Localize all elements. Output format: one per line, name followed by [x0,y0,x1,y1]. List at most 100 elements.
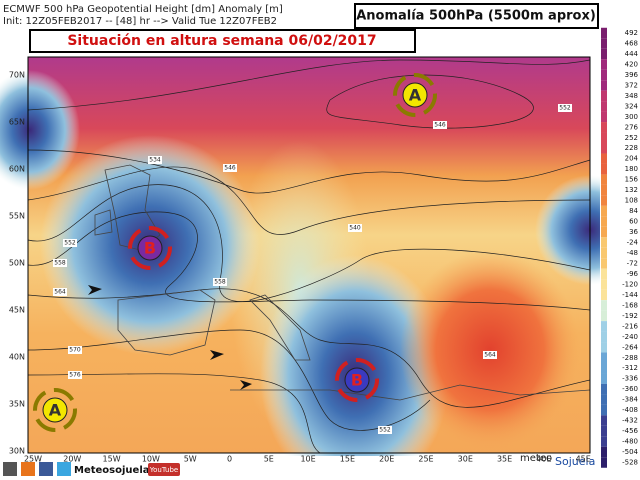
colorbar-swatch [601,331,607,343]
contour-label: 552 [559,105,571,112]
brand: Meteosojuela [74,465,150,476]
colorbar-swatch [601,143,607,154]
colorbar-swatch [601,237,607,248]
colorbar-swatch [601,111,607,123]
colorbar-swatch [601,457,607,468]
colorbar-label: -216 [622,322,638,330]
colorbar-label: 156 [625,176,639,184]
center-disc [42,397,68,423]
colorbar-swatch [601,446,607,458]
colorbar-swatch [601,279,607,290]
anomaly-area [0,70,80,190]
lat-label: 45N [9,306,25,315]
colorbar-label: -264 [622,343,638,351]
header-line: Init: 12Z05FEB2017 -- [48] hr --> Valid … [3,16,277,27]
colorbar-swatch [601,425,607,437]
contour-label: 570 [69,347,81,354]
colorbar-swatch [601,27,607,39]
colorbar-swatch [601,415,607,426]
colorbar-label: -504 [622,448,638,456]
colorbar-swatch [601,247,607,259]
header-line: ECMWF 500 hPa Geopotential Height [dm] A… [3,4,283,15]
colorbar-label: 108 [625,197,638,205]
colorbar-label: -408 [622,406,638,414]
colorbar-label: -192 [622,312,638,320]
contour-label: 546 [434,122,446,129]
colorbar-label: 252 [625,134,638,142]
youtube-label[interactable]: YouTube [149,466,178,474]
colorbar-label: 492 [625,29,638,37]
lat-label: 65N [9,118,25,127]
lon-label: 35E [497,455,512,464]
contour-label: 534 [149,157,161,164]
colorbar-swatch [601,174,607,185]
footer-bg [0,456,600,480]
contour-label-bg [68,346,82,354]
colorbar-swatch [601,352,607,363]
contour-label: 540 [349,225,361,232]
contour-label-bg [378,426,392,434]
colorbar-swatch [601,101,607,112]
contour-label: 576 [69,372,81,379]
contour-label: 564 [54,289,66,296]
lon-label: 15W [103,455,121,464]
colorbar-swatch [601,310,607,322]
lon-label: 40E [536,455,551,464]
colorbar-swatch [601,195,607,206]
title: Situación en altura semana 06/02/2017 [67,33,376,49]
colorbar-swatch [601,268,607,280]
anomaly-area [400,250,580,450]
pressure-center: A [33,388,77,432]
contour-label: 546 [224,165,236,172]
center-disc [402,82,428,108]
center-ring [33,388,77,432]
colorbar-label: 132 [625,186,638,194]
pressure-center: A [393,73,437,117]
colorbar-label: 348 [625,92,638,100]
lon-label: 30E [458,455,473,464]
youtube-button[interactable] [148,463,180,476]
center-disc [137,235,163,261]
colorbar-label: -72 [627,259,638,267]
contour-label-bg [433,121,447,129]
center-ring [393,73,437,117]
colorbar-swatch [601,59,607,70]
contour-label-bg [213,278,227,286]
center-label: A [409,86,422,105]
lat-label: 30N [9,447,25,456]
lon-label: 25W [24,455,42,464]
lon-label: 5W [184,455,197,464]
colorbar-swatch [601,122,607,133]
map-frame [27,56,591,454]
pressure-center: B [128,226,172,270]
colorbar-swatch [601,373,607,384]
colorbar-label: -384 [622,396,638,404]
colorbar-swatch [601,184,607,196]
center-label: A [49,401,62,420]
icon[interactable] [21,462,35,476]
colorbar-label: -120 [622,280,638,288]
lon-label: 45E [576,455,591,464]
colorbar-swatch [601,38,607,49]
colorbar-swatch [601,258,607,269]
lat-label: 70N [9,71,25,80]
icon[interactable] [3,462,17,476]
contour-label-bg [348,224,362,232]
lon-label: 5E [264,455,274,464]
icon[interactable] [39,462,53,476]
colorbar-label: 276 [625,123,639,131]
lon-label: 15E [340,455,355,464]
icon[interactable] [57,462,71,476]
colorbar-label: 420 [625,60,638,68]
colorbar-label: -480 [622,438,638,446]
colorbar-swatch [601,289,607,301]
map [0,57,640,480]
lon-label: 0 [227,455,232,464]
colorbar-swatch [601,132,607,143]
pressure-center: B [335,358,379,402]
colorbar-swatch [601,436,607,447]
contour-label-bg [63,239,77,247]
contour-label-bg [53,288,67,296]
lat-label: 55N [9,212,25,221]
colorbar-swatch [601,90,607,102]
